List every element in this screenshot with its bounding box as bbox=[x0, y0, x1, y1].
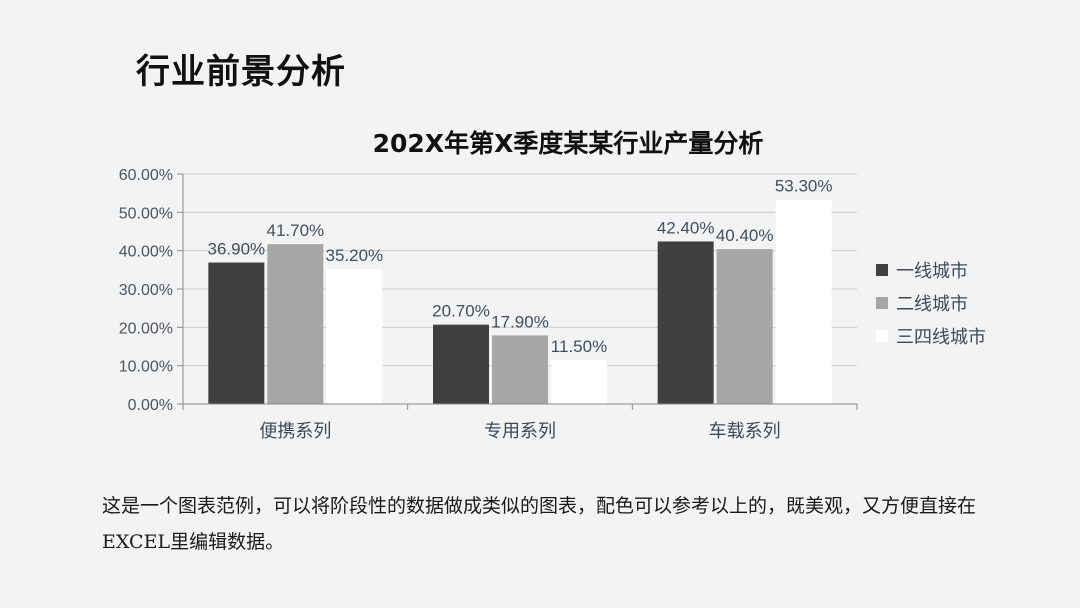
category-label: 便携系列 bbox=[259, 421, 331, 442]
bar-1-1 bbox=[208, 262, 265, 404]
legend-label: 二线城市 bbox=[896, 294, 968, 315]
data-label: 40.40% bbox=[716, 226, 774, 245]
data-label: 42.40% bbox=[657, 218, 715, 237]
bar-3-1 bbox=[326, 269, 383, 404]
y-tick-label: 10.00% bbox=[119, 359, 173, 376]
category-label: 专用系列 bbox=[484, 421, 556, 442]
data-label: 41.70% bbox=[266, 221, 324, 240]
bar-1-3 bbox=[657, 241, 714, 404]
data-label: 36.90% bbox=[207, 240, 265, 259]
y-tick-label: 60.00% bbox=[119, 167, 173, 184]
category-label: 车载系列 bbox=[709, 421, 781, 442]
data-label: 11.50% bbox=[551, 337, 607, 356]
chart-bars bbox=[208, 199, 832, 404]
legend-swatch bbox=[876, 330, 888, 342]
data-label: 35.20% bbox=[325, 246, 383, 265]
bar-2-3 bbox=[716, 249, 773, 404]
bar-3-3 bbox=[775, 199, 832, 404]
y-tick-label: 0.00% bbox=[128, 397, 173, 414]
bar-2-2 bbox=[492, 335, 548, 404]
chart-axes: 0.00% 10.00% 20.00% 30.00% 40.00% 50.00% 60.00… bbox=[119, 167, 858, 442]
data-label: 17.90% bbox=[491, 312, 549, 331]
y-tick-label: 30.00% bbox=[119, 282, 173, 299]
y-tick-label: 50.00% bbox=[119, 205, 173, 222]
data-label: 20.70% bbox=[432, 302, 490, 321]
legend-label: 一线城市 bbox=[896, 261, 968, 282]
bar-3-2 bbox=[551, 359, 607, 404]
chart-title: 202X年第X季度某某行业产量分析 bbox=[373, 129, 764, 158]
caption-text: 这是一个图表范例，可以将阶段性的数据做成类似的图表，配色可以参考以上的，既美观，… bbox=[102, 495, 977, 553]
y-tick-label: 20.00% bbox=[119, 320, 173, 337]
page-title: 行业前景分析 bbox=[136, 52, 346, 92]
legend-swatch bbox=[876, 297, 888, 309]
legend-label: 三四线城市 bbox=[896, 327, 986, 348]
y-tick-label: 40.00% bbox=[119, 244, 173, 261]
data-label: 53.30% bbox=[775, 177, 833, 196]
bar-2-1 bbox=[267, 244, 324, 404]
legend-swatch bbox=[876, 264, 888, 276]
bar-1-2 bbox=[433, 324, 489, 404]
chart-data-labels: 36.90%41.70%35.20% 20.70%17.90%11.50% 42.4… bbox=[207, 177, 832, 356]
